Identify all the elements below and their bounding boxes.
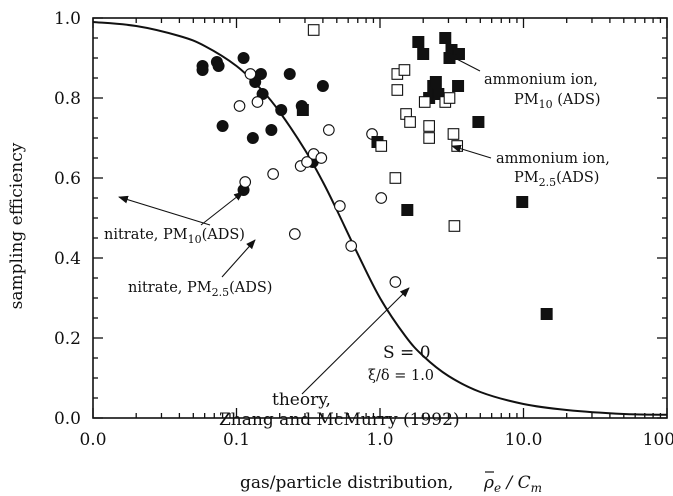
open-circle-point xyxy=(315,152,328,164)
filled-square-point xyxy=(401,204,414,216)
open-square-point xyxy=(404,116,416,128)
arrow-theory xyxy=(301,287,410,395)
filled-circle-point xyxy=(196,64,209,76)
series-1 xyxy=(233,68,402,288)
label-xi-delta: ξ/δ = 1.0 xyxy=(368,368,434,384)
y-tick-label: 0.4 xyxy=(54,249,81,269)
arrow-ammonium-pm25 xyxy=(451,144,492,159)
label-ammonium-pm10-line2: PM10 (ADS) xyxy=(514,92,601,111)
open-square-point xyxy=(418,96,431,108)
open-square-point xyxy=(307,24,320,36)
filled-square-point xyxy=(417,48,430,60)
x-axis-title: gas/particle distribution, xyxy=(240,473,453,493)
label-nitrate-pm25: nitrate, PM2.5(ADS) xyxy=(128,280,272,299)
y-tick-label: 0.0 xyxy=(54,409,81,429)
open-circle-point xyxy=(267,168,279,180)
open-circle-point xyxy=(251,96,264,108)
x-tick-label: 1.0 xyxy=(366,430,393,450)
filled-circle-point xyxy=(237,52,250,64)
y-tick-label: 0.2 xyxy=(54,329,81,349)
filled-square-point xyxy=(429,76,442,88)
arrow-nitrate-pm10-lower xyxy=(118,195,211,226)
label-ammonium-pm10-line1: ammonium ion, xyxy=(484,72,598,88)
plot-axes: 0.0 0.1 1.0 10.0 100.0 0.0 0.2 0.4 0.6 0.8 1.0 xyxy=(54,9,673,450)
series-3 xyxy=(307,24,464,232)
open-circle-point xyxy=(345,240,358,252)
label-nitrate-pm10: nitrate, PM10(ADS) xyxy=(104,227,245,246)
open-square-point xyxy=(423,120,435,132)
data-points xyxy=(196,24,553,320)
open-square-point xyxy=(391,84,404,96)
filled-square-point xyxy=(439,32,452,44)
filled-circle-point xyxy=(283,68,296,80)
open-circle-point xyxy=(239,176,252,188)
y-axis-title: sampling efficiency xyxy=(7,142,27,309)
arrow-ammonium-pm10 xyxy=(446,53,481,72)
filled-circle-point xyxy=(216,120,229,132)
open-circle-point xyxy=(333,200,346,212)
arrow-nitrate-pm25 xyxy=(221,239,256,278)
y-tick-label: 1.0 xyxy=(54,9,81,29)
filled-circle-point xyxy=(246,132,259,144)
filled-circle-point xyxy=(265,124,278,136)
x-axis-variable: ρe / Cm xyxy=(483,473,542,495)
x-tick-label: 100.0 xyxy=(643,430,673,450)
filled-square-point xyxy=(540,308,553,320)
open-square-point xyxy=(448,220,461,232)
filled-circle-point xyxy=(212,60,225,72)
y-tick-label: 0.6 xyxy=(54,169,81,189)
filled-square-point xyxy=(452,80,465,92)
open-square-point xyxy=(375,140,388,152)
filled-circle-point xyxy=(316,80,329,92)
label-ammonium-pm25-line2: PM2.5(ADS) xyxy=(514,170,599,189)
label-s-parameter: S = 0 xyxy=(383,343,431,363)
filled-square-point xyxy=(472,116,485,128)
arrow-nitrate-pm10 xyxy=(200,191,244,226)
open-square-point xyxy=(443,92,456,104)
open-circle-point xyxy=(389,276,402,288)
filled-square-point xyxy=(516,196,529,208)
open-square-point xyxy=(423,132,435,144)
label-theory-line2: Zhang and McMurry (1992) xyxy=(219,410,460,430)
x-tick-label: 0.1 xyxy=(223,430,250,450)
theory-curve xyxy=(92,21,668,416)
filled-circle-point xyxy=(254,68,267,80)
open-circle-point xyxy=(244,68,257,80)
open-square-point xyxy=(389,172,402,184)
open-square-point xyxy=(447,128,460,140)
series-0 xyxy=(196,52,329,196)
open-square-point xyxy=(398,64,411,76)
x-tick-label: 10.0 xyxy=(505,430,543,450)
label-theory-line1: theory, xyxy=(272,390,331,410)
filled-square-point xyxy=(296,104,309,116)
open-circle-point xyxy=(288,228,301,240)
open-circle-point xyxy=(233,100,246,112)
filled-square-point xyxy=(412,36,425,48)
y-tick-label: 0.8 xyxy=(54,89,81,109)
filled-circle-point xyxy=(275,104,288,116)
label-ammonium-pm25-line1: ammonium ion, xyxy=(496,151,610,167)
x-tick-label: 0.0 xyxy=(79,430,106,450)
open-circle-point xyxy=(322,124,335,136)
open-circle-point xyxy=(375,192,388,204)
open-circle-point xyxy=(301,156,313,168)
